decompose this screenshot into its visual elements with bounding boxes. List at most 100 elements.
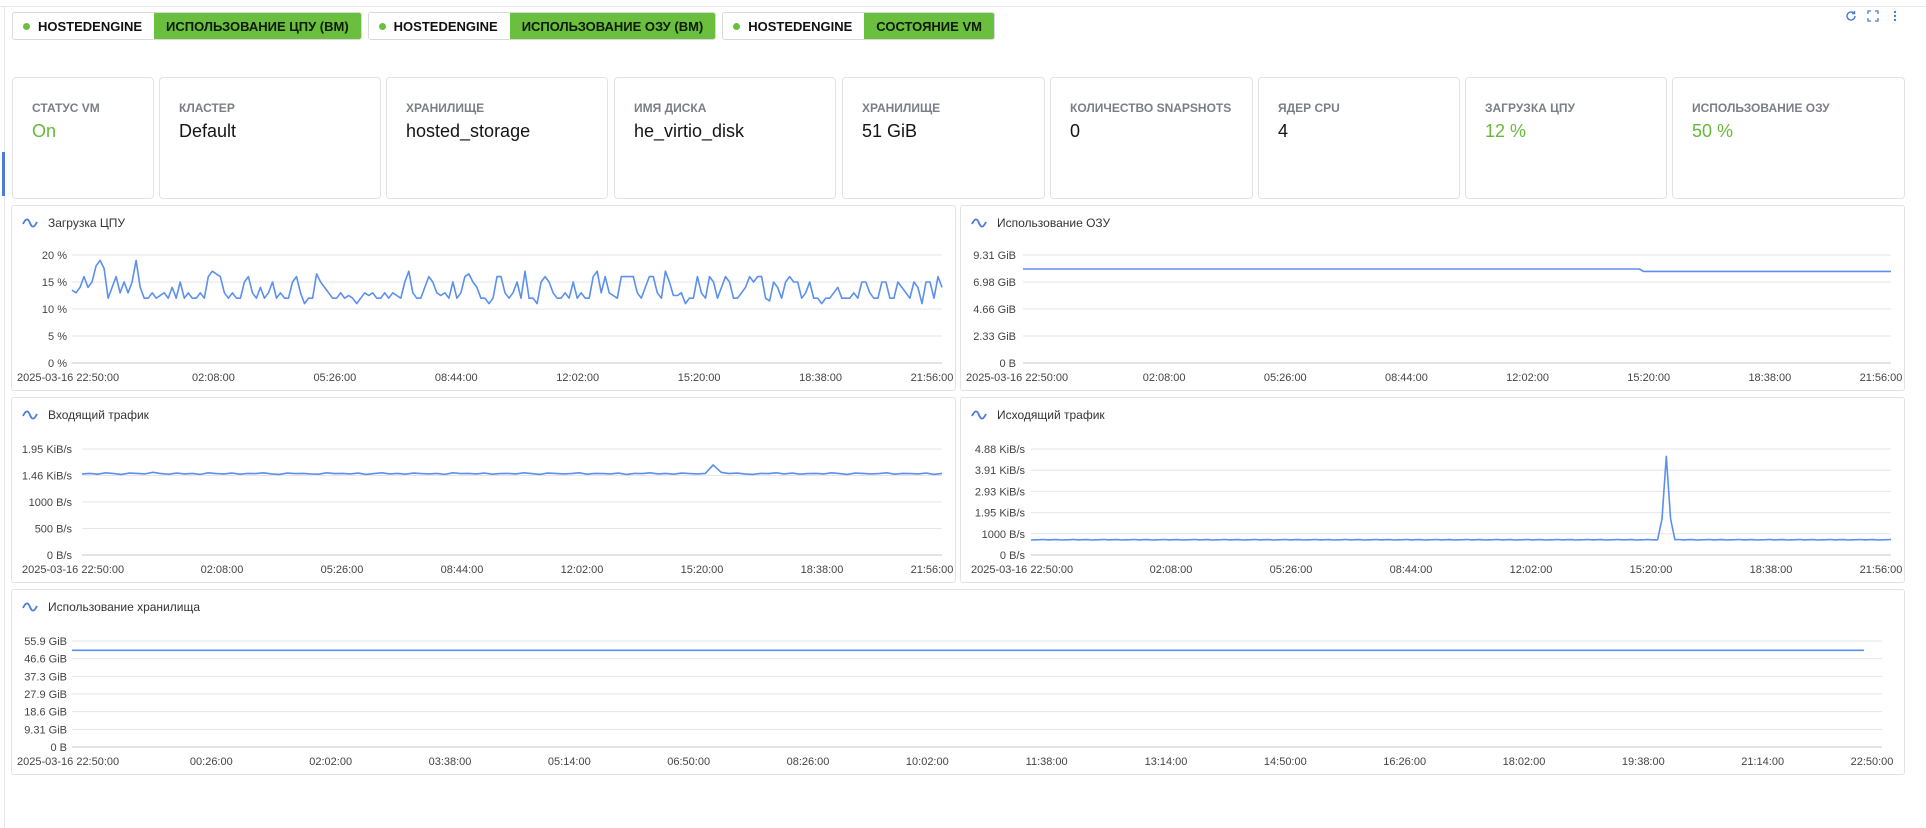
- metric-tag[interactable]: HOSTEDENGINE СОСТОЯНИЕ VM: [722, 12, 995, 40]
- x-tick-label: 2025-03-16 22:50:00: [966, 372, 1068, 384]
- cpu-chart: 0 % 5 % 10 % 15 % 20 % 2025-03-16 22:50:00 02:…: [17, 250, 954, 384]
- x-tick-label: 16:26:00: [1383, 756, 1426, 768]
- chart-panel-ram: Использование ОЗУ 0 B 2.33 GiB 4.66 GiB 6.9…: [960, 205, 1905, 391]
- x-tick-label: 05:26:00: [321, 564, 364, 576]
- metric-tag[interactable]: HOSTEDENGINE ИСПОЛЬЗОВАНИЕ ОЗУ (ВМ): [367, 12, 717, 40]
- x-tick-label: 15:20:00: [1630, 564, 1673, 576]
- card-label: Загрузка ЦПУ: [1485, 101, 1575, 115]
- ram-chart: 0 B 2.33 GiB 4.66 GiB 6.98 GiB 9.31 GiB 2025-…: [966, 250, 1903, 384]
- y-tick-label: 10 %: [42, 304, 67, 316]
- y-tick-label: 500 B/s: [35, 524, 73, 536]
- x-tick-label: 2025-03-16 22:50:00: [17, 756, 119, 768]
- y-tick-label: 0 B/s: [47, 550, 73, 562]
- tag-metric: ИСПОЛЬЗОВАНИЕ ОЗУ (ВМ): [509, 13, 716, 39]
- y-tick-label: 1.46 KiB/s: [22, 471, 73, 483]
- refresh-icon[interactable]: [1844, 8, 1858, 24]
- series-line: [1030, 455, 1892, 541]
- metric-tag[interactable]: HOSTEDENGINE ИСПОЛЬЗОВАНИЕ ЦПУ (ВМ): [12, 12, 362, 40]
- card-label: Кластер: [179, 101, 235, 115]
- card-value: Default: [179, 121, 237, 141]
- y-tick-label: 1.95 KiB/s: [22, 444, 73, 456]
- x-tick-label: 13:14:00: [1145, 756, 1188, 768]
- line-chart-icon: [22, 410, 38, 420]
- tag-metric: ИСПОЛЬЗОВАНИЕ ЦПУ (ВМ): [154, 13, 361, 39]
- y-tick-label: 46.6 GiB: [24, 654, 67, 666]
- x-tick-label: 12:02:00: [1506, 372, 1549, 384]
- line-chart-icon: [971, 218, 987, 228]
- y-tick-label: 5 %: [48, 331, 67, 343]
- card-value: 12 %: [1485, 121, 1527, 141]
- line-chart-icon: [22, 602, 38, 612]
- x-tick-label: 08:44:00: [1390, 564, 1433, 576]
- outgoing-traffic-chart: 0 B/s 1000 B/s 1.95 KiB/s 2.93 KiB/s 3.91 Ki…: [971, 444, 1903, 576]
- x-tick-label: 19:38:00: [1622, 756, 1665, 768]
- x-tick-label: 08:44:00: [441, 564, 484, 576]
- line-chart-icon: [971, 410, 987, 420]
- x-tick-label: 05:26:00: [1270, 564, 1313, 576]
- x-tick-label: 08:44:00: [435, 372, 478, 384]
- x-tick-label: 21:56:00: [1860, 564, 1903, 576]
- y-tick-label: 6.98 GiB: [973, 277, 1016, 289]
- x-tick-label: 15:20:00: [1627, 372, 1670, 384]
- stat-card-storage-size: Хранилище 51 GiB: [842, 77, 1045, 199]
- x-tick-label: 21:56:00: [911, 564, 954, 576]
- tag-host: HOSTEDENGINE: [368, 13, 510, 39]
- stat-card-ram-usage: Использование ОЗУ 50 %: [1672, 77, 1905, 199]
- x-tick-label: 05:14:00: [548, 756, 591, 768]
- panel-header: Загрузка ЦПУ: [22, 216, 125, 230]
- y-tick-label: 9.31 GiB: [973, 250, 1016, 262]
- status-dot-icon: [378, 22, 386, 30]
- x-tick-label: 18:02:00: [1503, 756, 1546, 768]
- x-tick-label: 12:02:00: [1510, 564, 1553, 576]
- chart-title: Использование ОЗУ: [997, 216, 1111, 230]
- y-tick-label: 55.9 GiB: [24, 636, 67, 648]
- x-tick-label: 06:50:00: [667, 756, 710, 768]
- x-tick-label: 02:08:00: [1150, 564, 1193, 576]
- storage-chart: 0 B 9.31 GiB 18.6 GiB 27.9 GiB 37.3 GiB 46.6 …: [17, 636, 1893, 768]
- stat-card-vm-status: Статус VM On: [12, 77, 154, 199]
- panel-header: Исходящий трафик: [971, 408, 1105, 422]
- y-tick-label: 3.91 KiB/s: [975, 465, 1026, 477]
- panel-header: Использование хранилища: [22, 600, 200, 614]
- incoming-traffic-chart: 0 B/s 500 B/s 1000 B/s 1.46 KiB/s 1.95 KiB/s…: [22, 444, 954, 576]
- chart-panel-cpu: Загрузка ЦПУ 0 % 5 % 10 % 15 % 20 % 2025-03-1…: [11, 205, 956, 391]
- card-value: he_virtio_disk: [634, 121, 745, 141]
- y-tick-label: 1.95 KiB/s: [975, 508, 1026, 520]
- chart-title: Входящий трафик: [48, 408, 149, 422]
- chart-title: Загрузка ЦПУ: [48, 216, 125, 230]
- stat-card-disk-name: Имя диска he_virtio_disk: [614, 77, 836, 199]
- x-tick-label: 02:08:00: [201, 564, 244, 576]
- x-tick-label: 12:02:00: [556, 372, 599, 384]
- card-label: Количество snapshots: [1070, 101, 1232, 115]
- fullscreen-icon[interactable]: [1866, 8, 1880, 24]
- panel-header: Использование ОЗУ: [971, 216, 1110, 230]
- line-chart-icon: [22, 218, 38, 228]
- series-line: [1023, 268, 1891, 273]
- x-tick-label: 00:26:00: [190, 756, 233, 768]
- card-value: On: [32, 121, 57, 141]
- chart-panel-outgoing-traffic: Исходящий трафик 0 B/s 1000 B/s 1.95 KiB/s…: [960, 397, 1905, 583]
- stat-card-snapshots: Количество snapshots 0: [1050, 77, 1253, 199]
- x-tick-label: 14:50:00: [1264, 756, 1307, 768]
- x-tick-label: 08:44:00: [1385, 372, 1428, 384]
- chart-title: Исходящий трафик: [997, 408, 1105, 422]
- x-tick-label: 21:56:00: [911, 372, 954, 384]
- y-tick-label: 1000 B/s: [29, 497, 73, 509]
- tag-host-label: HOSTEDENGINE: [748, 18, 853, 34]
- y-tick-label: 2.33 GiB: [973, 331, 1016, 343]
- y-tick-label: 37.3 GiB: [24, 671, 67, 683]
- window-frame-left: [4, 6, 5, 828]
- stat-card-storage-domain: Хранилище hosted_storage: [386, 77, 608, 199]
- x-tick-label: 21:56:00: [1860, 372, 1903, 384]
- x-tick-label: 03:38:00: [429, 756, 472, 768]
- x-tick-label: 11:38:00: [1026, 756, 1068, 768]
- y-tick-label: 15 %: [42, 277, 67, 289]
- x-tick-label: 08:26:00: [787, 756, 830, 768]
- stat-card-cpu-load: Загрузка ЦПУ 12 %: [1465, 77, 1667, 199]
- x-tick-label: 02:08:00: [192, 372, 235, 384]
- more-vertical-icon[interactable]: [1888, 8, 1902, 24]
- y-tick-label: 20 %: [42, 250, 67, 262]
- y-tick-label: 4.88 KiB/s: [975, 444, 1026, 456]
- y-tick-label: 0 %: [48, 358, 67, 370]
- x-tick-label: 2025-03-16 22:50:00: [17, 372, 119, 384]
